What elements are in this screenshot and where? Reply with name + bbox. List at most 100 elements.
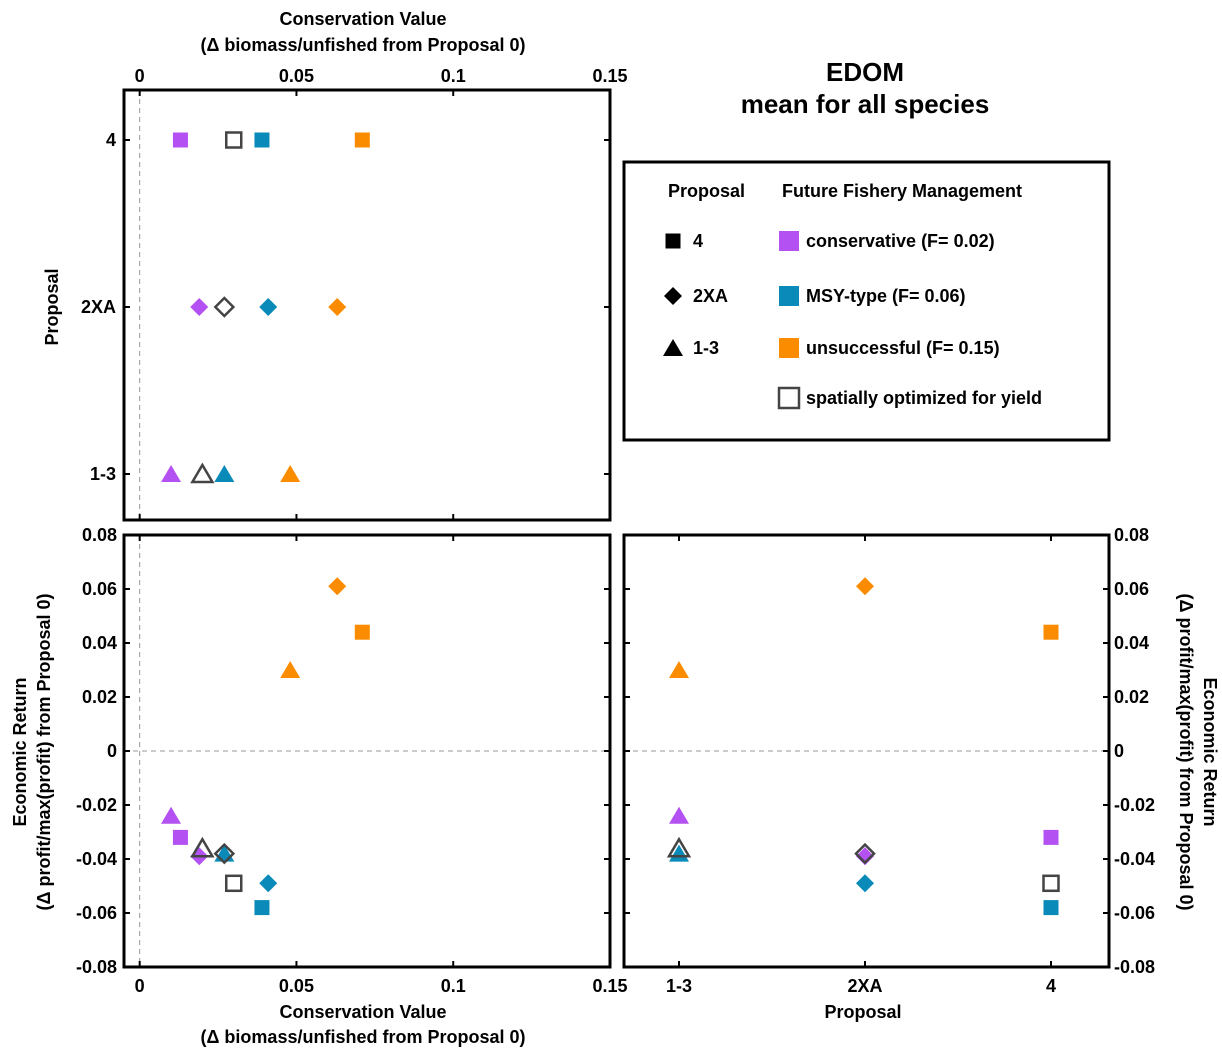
bottom-right-ytick-label: -0.02 [1114, 795, 1155, 815]
bottom-left-ytick-label: 0.08 [82, 525, 117, 545]
bottom-left-xtick-label: 0.15 [592, 976, 627, 996]
top-left-xtick-label: 0.1 [441, 66, 466, 86]
bottom-right-xlabel: Proposal [824, 1002, 901, 1022]
legend-items: 4 2XA 1-3 conservative (F= 0.02) MSY-type (F… [663, 231, 1042, 410]
bottom-left-xtick-label: 0.05 [279, 976, 314, 996]
legend-diamond-icon [664, 287, 682, 305]
legend-triangle-icon [663, 339, 683, 356]
point-msy-4-square [254, 132, 270, 148]
point-msy-2XA-diamond [259, 298, 278, 316]
bottom-right-ytick-label: -0.08 [1114, 957, 1155, 977]
legend-conservative-swatch-icon [779, 231, 799, 251]
legend-management-label: MSY-type (F= 0.06) [806, 286, 966, 306]
bottom-left-ticks: 0 0.05 0.1 0.15 -0.08 -0.06 -0.04 -0.02 0 0.02 0.0… [76, 525, 628, 996]
point-unsuccessful-4-square [354, 132, 370, 148]
point-optimized-2XA-diamond [854, 842, 876, 865]
point-conservative-4-square [172, 829, 188, 845]
legend-management-header: Future Fishery Management [782, 181, 1022, 201]
point-unsuccessful-2XA-diamond [856, 577, 874, 596]
point-conservative-2XA-diamond [856, 847, 874, 866]
bottom-right-xtick-label: 1-3 [666, 976, 692, 996]
bottom-right-ytick-label: 0.04 [1114, 633, 1149, 653]
bottom-right-ticks: 1-3 2XA 4 -0.08 -0.06 -0.04 -0.02 0 0.02 0.04 0.06… [624, 525, 1155, 996]
top-left-xlabel-line1: Conservation Value [279, 9, 446, 29]
point-msy-2XA-diamond [259, 874, 278, 893]
bottom-left-ylabel-line1: Economic Return [10, 677, 30, 826]
top-left-ytick-label: 1-3 [90, 464, 116, 484]
bottom-right-panel: 1-3 2XA 4 -0.08 -0.06 -0.04 -0.02 0 0.02 0.04 0.06… [622, 525, 1220, 1022]
bottom-right-ylabel-line2: (Δ profit/max(profit) from Proposal 0) [1176, 594, 1196, 911]
top-left-points [161, 131, 370, 484]
point-optimized-2XA-diamond [213, 842, 236, 865]
top-left-ytick-label: 4 [106, 130, 116, 150]
legend-management-label: unsuccessful (F= 0.15) [806, 338, 1000, 358]
point-msy-4-square [254, 900, 270, 916]
bottom-left-ytick-label: -0.04 [76, 849, 117, 869]
bottom-left-xlabel-line2: (Δ biomass/unfished from Proposal 0) [201, 1027, 526, 1047]
top-left-xtick-label: 0.15 [592, 66, 627, 86]
point-optimized-4-square [1042, 874, 1060, 893]
bottom-right-ytick-label: 0.02 [1114, 687, 1149, 707]
top-left-xtick-label: 0.05 [279, 66, 314, 86]
point-optimized-2XA-diamond [213, 296, 236, 318]
bottom-right-points [666, 577, 1060, 916]
bottom-left-panel: 0 0.05 0.1 0.15 -0.08 -0.06 -0.04 -0.02 0 0.02 0.0… [10, 525, 628, 1047]
point-unsuccessful-4-square [1043, 624, 1059, 640]
bottom-right-ytick-label: -0.06 [1114, 903, 1155, 923]
top-left-panel: 0 0.05 0.1 0.15 1-3 2XA 4 Conservation Value (… [42, 9, 628, 522]
legend-box [622, 160, 1111, 442]
point-unsuccessful-1-3-triangle [669, 661, 689, 678]
point-optimized-1-3-triangle [190, 462, 215, 484]
top-left-xlabel-line2: (Δ biomass/unfished from Proposal 0) [201, 35, 526, 55]
legend-square-icon [665, 233, 681, 249]
bottom-left-xtick-label: 0.1 [441, 976, 466, 996]
bottom-left-xlabel-line1: Conservation Value [279, 1002, 446, 1022]
point-unsuccessful-1-3-triangle [280, 465, 301, 482]
point-unsuccessful-2XA-diamond [328, 577, 347, 596]
point-unsuccessful-1-3-triangle [280, 661, 301, 678]
point-conservative-4-square [1043, 829, 1059, 845]
legend-msy-swatch-icon [779, 286, 799, 306]
bottom-right-ylabel-line1: Economic Return [1200, 677, 1220, 826]
bottom-left-ytick-label: 0.02 [82, 687, 117, 707]
legend-proposal-label: 1-3 [693, 338, 719, 358]
point-conservative-4-square [172, 132, 188, 148]
bottom-left-ytick-label: -0.02 [76, 795, 117, 815]
point-unsuccessful-2XA-diamond [328, 298, 347, 316]
top-left-xtick-label: 0 [135, 66, 145, 86]
point-unsuccessful-4-square [354, 624, 370, 640]
bottom-left-ytick-label: -0.08 [76, 957, 117, 977]
bottom-left-ytick-label: 0.06 [82, 579, 117, 599]
point-optimized-1-3-triangle [190, 836, 215, 858]
legend-optimized-swatch-icon [777, 386, 801, 410]
point-optimized-4-square [224, 874, 243, 893]
top-left-ytick-label: 2XA [81, 297, 116, 317]
bottom-right-ytick-label: 0 [1114, 741, 1124, 761]
bottom-left-ytick-label: 0 [107, 741, 117, 761]
bottom-right-xtick-label: 2XA [847, 976, 882, 996]
top-left-plot-frame [122, 88, 612, 522]
bottom-left-points [161, 577, 370, 916]
bottom-right-xtick-label: 4 [1046, 976, 1056, 996]
legend-management-label: conservative (F= 0.02) [806, 231, 995, 251]
point-optimized-1-3-triangle [666, 836, 692, 858]
chart-title-line2: mean for all species [741, 89, 990, 119]
bottom-right-ytick-label: 0.06 [1114, 579, 1149, 599]
bottom-right-ytick-label: 0.08 [1114, 525, 1149, 545]
point-conservative-1-3-triangle [669, 806, 689, 824]
legend-proposal-label: 4 [693, 231, 703, 251]
bottom-left-xtick-label: 0 [135, 976, 145, 996]
point-msy-4-square [1043, 900, 1059, 916]
legend: Proposal Future Fishery Management 4 2XA 1… [622, 160, 1111, 442]
legend-management-label: spatially optimized for yield [806, 388, 1042, 408]
bottom-left-ytick-label: 0.04 [82, 633, 117, 653]
bottom-left-ytick-label: -0.06 [76, 903, 117, 923]
point-msy-1-3-triangle [214, 465, 235, 482]
legend-proposal-label: 2XA [693, 286, 728, 306]
point-msy-2XA-diamond [856, 874, 874, 893]
top-left-ticks: 0 0.05 0.1 0.15 1-3 2XA 4 [81, 66, 628, 520]
point-conservative-2XA-diamond [190, 298, 209, 316]
legend-proposal-header: Proposal [668, 181, 745, 201]
bottom-left-ylabel-line2: (Δ profit/max(profit) from Proposal 0) [34, 594, 54, 911]
